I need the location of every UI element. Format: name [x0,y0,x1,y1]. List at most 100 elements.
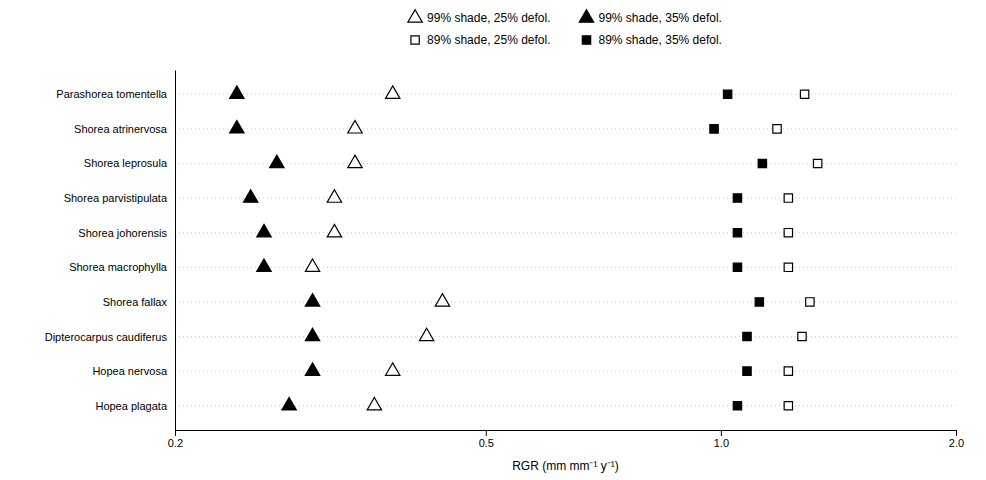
point [710,125,718,133]
tick-label: Hopea nervosa [92,365,167,377]
point [743,332,751,340]
point [773,125,781,133]
point [327,224,341,236]
point [733,402,741,410]
point [758,159,766,167]
point [327,190,341,202]
point [755,298,763,306]
tick: Parashorea tomentella [56,88,175,100]
point [813,159,821,167]
tick: Hopea nervosa [92,365,175,377]
tick-label: Shorea johorensis [78,227,167,239]
x-axis: 0.2 0.5 1.0 2.0 [168,430,964,449]
point [257,224,271,236]
series [305,86,449,410]
legend-marker [411,36,419,44]
tick: 2.0 [949,430,964,449]
point [798,332,806,340]
point [305,259,319,271]
tick-label: 0.2 [168,437,183,449]
tick-label: 0.5 [479,437,494,449]
legend-label: 99% shade, 25% defol. [427,11,550,25]
point [348,155,362,167]
plot: 0.2 0.5 1.0 2.0 Parashorea tomentella Shorea … [45,71,964,449]
point [784,367,792,375]
tick: Shorea fallax [103,296,175,308]
tick-label: 1.0 [714,437,729,449]
grid-line [175,232,956,233]
tick-label: Shorea leprosula [84,157,168,169]
grid-line [175,301,956,302]
tick: Hopea plagata [95,400,175,412]
legend-item: 99% shade, 25% defol. [408,10,551,26]
chart: 0.2 0.5 1.0 2.0 Parashorea tomentella Shorea … [0,0,986,480]
tick-label: Dipterocarpus caudiferus [45,331,168,343]
x-axis-title: RGR (mm mm⁻¹ y⁻¹) [512,459,619,473]
axis-line [175,71,176,431]
point [305,328,319,340]
point [385,86,399,98]
legend-label: 89% shade, 35% defol. [599,33,722,47]
legend-item: 89% shade, 25% defol. [411,33,551,47]
legend-label: 99% shade, 35% defol. [599,11,722,25]
series [710,90,767,410]
grid-line [175,163,956,164]
legend-item: 89% shade, 35% defol. [582,33,722,47]
point [305,294,319,306]
series [773,90,822,410]
point [385,363,399,375]
tick: 1.0 [714,430,729,449]
point [784,263,792,271]
point [230,121,244,133]
legend-marker [582,36,590,44]
y-axis: Parashorea tomentella Shorea atrinervosa S… [45,71,176,431]
tick-label: Hopea plagata [95,400,167,412]
grid-line [175,198,956,199]
tick-label: Shorea parvistipulata [64,192,168,204]
point [733,194,741,202]
point [733,229,741,237]
tick-mark [175,430,176,436]
tick-mark [486,430,487,436]
legend-item: 99% shade, 35% defol. [579,10,722,26]
point [367,397,381,409]
tick-mark [956,430,957,436]
grid-line [175,371,956,372]
tick: Shorea johorensis [78,227,175,239]
point [230,86,244,98]
point [348,121,362,133]
point [257,259,271,271]
tick-label: Parashorea tomentella [56,88,168,100]
tick: Shorea macrophylla [69,261,175,273]
point [733,263,741,271]
tick-label: 2.0 [949,437,964,449]
tick: Shorea leprosula [84,157,175,169]
point [784,402,792,410]
marks [230,86,822,410]
legend-label: 89% shade, 25% defol. [427,33,550,47]
point [270,155,284,167]
point [723,90,731,98]
point [800,90,808,98]
grid-line [175,128,956,129]
tick: 0.5 [479,430,494,449]
point [282,397,296,409]
legend: 99% shade, 25% defol. 99% shade, 35% defo… [408,10,722,48]
point [784,229,792,237]
tick-label: Shorea atrinervosa [74,123,168,135]
point [419,328,433,340]
tick: Shorea atrinervosa [74,123,175,135]
point [784,194,792,202]
series [230,86,320,410]
point [243,190,257,202]
tick: 0.2 [168,430,183,449]
tick-label: Shorea macrophylla [69,261,168,273]
axis-line [176,431,957,437]
grid-line [175,94,956,95]
tick-mark [721,430,722,436]
point [305,363,319,375]
point [743,367,751,375]
grid-line [175,267,956,268]
tick-label: Shorea fallax [103,296,168,308]
grid-line [175,336,956,337]
